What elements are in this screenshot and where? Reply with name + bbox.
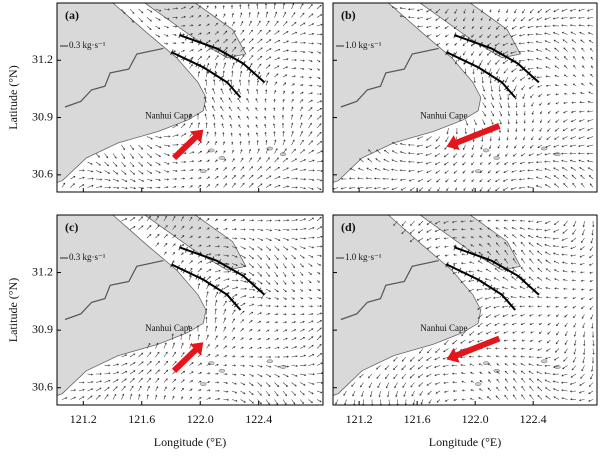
- panel-label: (a): [65, 8, 79, 22]
- panel: (c) 0.3 kg·s⁻¹ Nanhui Cape 121.2 121.6 122.0 1…: [6, 214, 324, 449]
- panel-label: (d): [341, 220, 356, 234]
- island: [143, 214, 247, 271]
- land: [332, 2, 482, 184]
- axes-frame: [56, 214, 324, 406]
- island: [418, 2, 522, 59]
- islet: [482, 148, 490, 153]
- y-axis-label: Latitude (°N): [6, 278, 20, 342]
- islet: [540, 146, 548, 151]
- islet: [200, 169, 207, 174]
- x-tick-label: 121.6: [128, 412, 155, 426]
- y-tick-label: 30.6: [32, 379, 53, 393]
- current-arrow: [446, 335, 501, 363]
- y-tick-label: 31.2: [32, 264, 53, 278]
- island: [418, 214, 522, 271]
- islet: [474, 382, 482, 386]
- land: [332, 214, 482, 397]
- islet: [218, 156, 226, 160]
- y-tick-label: 30.9: [32, 322, 53, 336]
- islet: [493, 156, 500, 160]
- x-axis-label: Longitude (°E): [154, 435, 226, 449]
- vector-field: [61, 215, 324, 405]
- section-ticks: [178, 244, 267, 298]
- section-ticks: [170, 49, 243, 100]
- x-tick-label: 122.0: [462, 412, 489, 426]
- section-ticks: [178, 32, 267, 85]
- section-line: [454, 246, 540, 296]
- islet: [474, 169, 482, 174]
- panel-label: (c): [65, 220, 78, 234]
- section-ticks: [170, 261, 243, 312]
- y-tick-label: 31.2: [32, 52, 53, 66]
- islet: [540, 359, 548, 364]
- scale-label: 0.3 kg·s⁻¹: [69, 40, 106, 50]
- x-tick-label: 121.2: [70, 412, 97, 426]
- island: [143, 2, 247, 59]
- islet: [493, 368, 500, 373]
- annotation: Nanhui Cape: [420, 323, 467, 333]
- islet: [554, 152, 561, 157]
- islet: [208, 148, 215, 153]
- scale-label: 0.3 kg·s⁻¹: [69, 252, 106, 262]
- scale-label: 1.0 kg·s⁻¹: [345, 40, 382, 50]
- x-tick-label: 121.6: [404, 412, 431, 426]
- islet: [279, 152, 287, 157]
- panel: (b) 1.0 kg·s⁻¹ Nanhui Cape: [332, 2, 598, 193]
- annotation: Nanhui Cape: [420, 110, 467, 120]
- scale-label: 1.0 kg·s⁻¹: [345, 252, 382, 262]
- panel: (a) 0.3 kg·s⁻¹ Nanhui Cape 31.2 30.9 30.6 Lati…: [6, 2, 324, 193]
- current-arrow: [171, 129, 204, 161]
- x-tick-label: 121.2: [346, 412, 373, 426]
- river: [64, 47, 164, 108]
- annotation: Nanhui Cape: [145, 110, 192, 120]
- islet: [266, 359, 274, 364]
- x-axis-label: Longitude (°E): [429, 435, 501, 449]
- vector-field: [332, 6, 594, 192]
- islet: [482, 361, 490, 366]
- x-tick-label: 122.4: [520, 412, 547, 426]
- panel-label: (b): [341, 8, 356, 22]
- axes-frame: [332, 2, 598, 193]
- x-tick-label: 122.0: [187, 412, 214, 426]
- section-ticks: [445, 261, 518, 312]
- x-tick-label: 122.4: [245, 412, 272, 426]
- islet: [200, 382, 207, 386]
- section-line: [454, 34, 540, 84]
- vector-field: [61, 2, 324, 191]
- y-axis-label: Latitude (°N): [6, 65, 20, 129]
- river: [340, 260, 439, 321]
- land: [56, 2, 207, 184]
- panel: (d) 1.0 kg·s⁻¹ Nanhui Cape 121.2 121.6 122.0 1…: [332, 214, 598, 449]
- section-ticks: [445, 49, 518, 100]
- axes-frame: [56, 2, 324, 193]
- land: [56, 214, 207, 397]
- islet: [218, 368, 226, 373]
- y-tick-label: 30.9: [32, 109, 53, 123]
- y-tick-label: 30.6: [32, 167, 53, 181]
- current-arrow: [446, 123, 501, 151]
- river: [64, 260, 164, 321]
- axes-frame: [332, 214, 598, 406]
- current-arrow: [171, 342, 204, 373]
- annotation: Nanhui Cape: [145, 323, 192, 333]
- river: [340, 47, 439, 108]
